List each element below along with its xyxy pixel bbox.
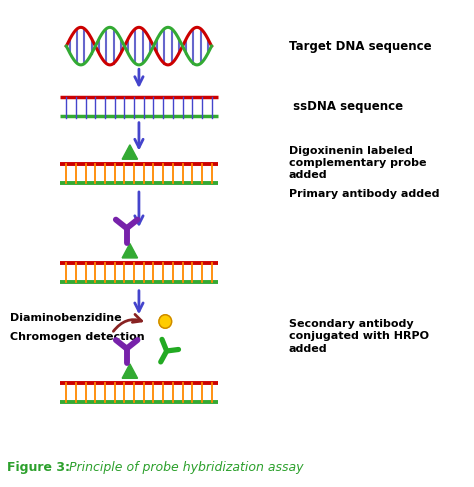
Polygon shape bbox=[122, 145, 137, 159]
Text: ssDNA sequence: ssDNA sequence bbox=[289, 100, 403, 113]
Text: Secondary antibody
conjugated with HRPO
added: Secondary antibody conjugated with HRPO … bbox=[289, 319, 428, 354]
Text: Diaminobenzidine: Diaminobenzidine bbox=[9, 313, 121, 323]
Text: Chromogen detection: Chromogen detection bbox=[9, 333, 144, 342]
Polygon shape bbox=[122, 364, 137, 378]
Polygon shape bbox=[122, 244, 137, 258]
Text: Target DNA sequence: Target DNA sequence bbox=[289, 39, 431, 53]
Text: Figure 3:: Figure 3: bbox=[7, 461, 70, 474]
Text: Principle of probe hybridization assay: Principle of probe hybridization assay bbox=[65, 461, 304, 474]
Text: Digoxinenin labeled
complementary probe
added: Digoxinenin labeled complementary probe … bbox=[289, 146, 426, 181]
Text: Primary antibody added: Primary antibody added bbox=[289, 189, 439, 199]
Circle shape bbox=[159, 315, 172, 328]
